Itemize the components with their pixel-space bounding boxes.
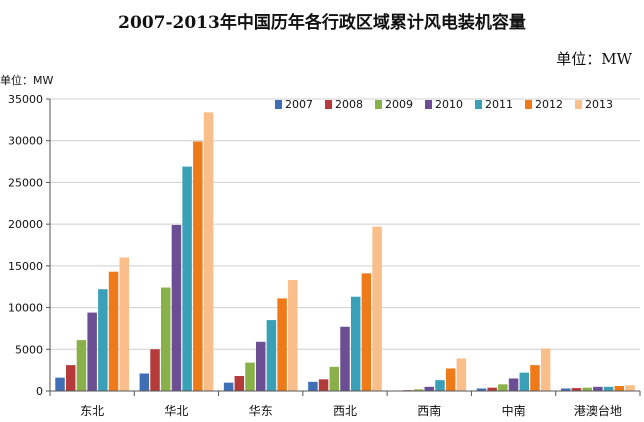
- legend-swatch-2012: [525, 100, 532, 109]
- unit-label-top: 单位：MW: [556, 50, 632, 68]
- bar-2011: [182, 166, 192, 391]
- bar-2013: [456, 358, 467, 391]
- bar-2013: [203, 112, 214, 391]
- y-tick-label: 30000: [8, 135, 43, 148]
- legend-label-2012: 2012: [535, 98, 563, 111]
- y-axis: 0 5000 10000 15000 20000 25000 30000 35000: [8, 93, 51, 398]
- bar-2013: [288, 280, 298, 391]
- legend-swatch-2011: [475, 100, 482, 109]
- bar-2011: [98, 289, 108, 391]
- bar-2013: [625, 385, 635, 391]
- legend: 2007 2008 2009 2010 2011 2012 2013: [275, 98, 613, 111]
- bar-2007: [561, 388, 571, 391]
- bar-2012: [445, 368, 456, 391]
- bar-2008: [571, 388, 582, 391]
- bar-2007: [476, 388, 487, 391]
- x-category-label: 港澳台地: [574, 403, 622, 418]
- bar-2008: [487, 387, 497, 391]
- x-category-label: 华北: [164, 404, 188, 418]
- bar-2013: [119, 257, 129, 391]
- bar-2012: [614, 385, 625, 391]
- y-tick-label: 35000: [8, 93, 43, 106]
- bar-2010: [508, 378, 519, 391]
- legend-label-2013: 2013: [585, 98, 613, 111]
- bar-2008: [234, 375, 245, 391]
- legend-label-2008: 2008: [335, 98, 363, 111]
- x-category-label: 中南: [502, 403, 526, 418]
- bars: [55, 112, 635, 391]
- x-axis: 东北 华北 华东 西北 西南 中南 港澳台地: [49, 390, 641, 418]
- bar-2012: [108, 271, 119, 391]
- bar-2009: [245, 362, 255, 391]
- y-axis-unit-label: 单位：MW: [0, 74, 54, 87]
- bar-2011: [350, 296, 361, 391]
- gridlines: [50, 98, 640, 350]
- bar-2009: [76, 340, 87, 391]
- bar-2007: [308, 381, 318, 391]
- bar-2012: [277, 298, 287, 391]
- legend-swatch-2010: [425, 100, 432, 109]
- bar-2011: [519, 372, 530, 391]
- x-category-label: 西南: [417, 403, 441, 418]
- bar-2009: [582, 387, 592, 391]
- bar-2012: [361, 273, 372, 391]
- bar-2011: [266, 320, 277, 391]
- bar-2008: [65, 365, 76, 391]
- y-tick-label: 15000: [8, 260, 43, 273]
- x-category-label: 华东: [249, 404, 273, 418]
- x-category-label: 东北: [80, 404, 104, 418]
- bar-2010: [255, 341, 266, 391]
- bar-2008: [318, 379, 329, 391]
- bar-2011: [603, 386, 614, 391]
- legend-swatch-2007: [275, 100, 282, 109]
- legend-swatch-2013: [575, 100, 582, 109]
- bar-2009: [413, 389, 424, 391]
- chart-title: 2007-2013年中国历年各行政区域累计风电装机容量: [118, 13, 526, 33]
- bar-2008: [150, 349, 160, 391]
- legend-swatch-2009: [375, 100, 382, 109]
- bar-2010: [87, 312, 97, 391]
- bar-2013: [540, 348, 551, 391]
- y-tick-label: 25000: [8, 176, 43, 189]
- legend-label-2011: 2011: [485, 98, 513, 111]
- bar-2009: [498, 384, 508, 391]
- bar-2010: [340, 326, 350, 391]
- bar-2010: [171, 224, 182, 391]
- y-tick-label: 10000: [8, 302, 43, 315]
- y-tick-label: 20000: [8, 218, 43, 231]
- bar-2007: [55, 377, 65, 391]
- x-category-label: 西北: [333, 404, 357, 418]
- bar-2010: [593, 386, 603, 391]
- bar-2012: [193, 141, 203, 391]
- bar-2012: [530, 365, 540, 391]
- legend-label-2007: 2007: [285, 98, 313, 111]
- legend-label-2009: 2009: [385, 98, 413, 111]
- bar-2009: [160, 287, 171, 391]
- legend-swatch-2008: [325, 100, 332, 109]
- legend-label-2010: 2010: [435, 98, 463, 111]
- bar-2007: [139, 373, 150, 391]
- y-tick-label: 5000: [15, 343, 43, 356]
- bar-2007: [223, 382, 234, 391]
- bar-2013: [372, 226, 382, 391]
- bar-2010: [424, 386, 435, 391]
- bar-2009: [329, 366, 340, 391]
- y-tick-label: 0: [36, 385, 43, 398]
- bar-2011: [435, 380, 445, 391]
